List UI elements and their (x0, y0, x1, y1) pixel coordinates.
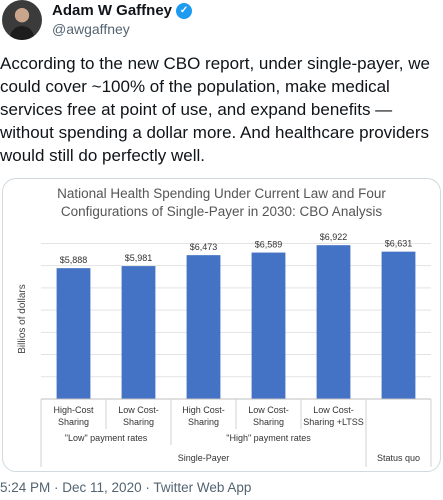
bar-value-label: $6,631 (385, 239, 413, 249)
tweet-timestamp[interactable]: 5:24 PM · Dec 11, 2020 · Twitter Web App (0, 480, 252, 495)
group-label: "Low" payment rates (65, 433, 148, 443)
bar (316, 245, 351, 399)
category-label: High-Cost (53, 405, 94, 415)
chart-title-line1: National Health Spending Under Current L… (57, 186, 386, 201)
bar (186, 255, 221, 399)
category-label: Low Cost- (313, 405, 354, 415)
author-handle[interactable]: @awgaffney (52, 21, 130, 37)
bar (381, 251, 416, 399)
bar (121, 266, 156, 399)
category-label: Sharing +LTSS (303, 417, 364, 427)
bar-value-label: $6,473 (190, 242, 218, 252)
chart-title: National Health Spending Under Current L… (3, 185, 440, 221)
group-label: Single-Payer (178, 453, 230, 463)
author-row: Adam W Gaffney ✓ (52, 2, 193, 19)
y-axis-label: Billios of dollars (17, 284, 28, 353)
bar-value-label: $6,589 (255, 240, 283, 250)
bar-chart: Billios of dollars $5,888 $5,981 $6,473 $6,5… (17, 232, 432, 467)
category-label: Sharing (123, 417, 154, 427)
group-label: "High" payment rates (226, 433, 311, 443)
bar-value-label: $5,981 (125, 253, 153, 263)
tweet-header: Adam W Gaffney ✓ @awgaffney (0, 0, 443, 40)
chart-title-line2: Configurations of Single-Payer in 2030: … (60, 204, 383, 219)
category-label: Low Cost- (118, 405, 159, 415)
category-label: Low Cost- (248, 405, 289, 415)
category-label: Sharing (253, 417, 284, 427)
bar-value-label: $5,888 (60, 255, 88, 265)
category-label: Sharing (58, 417, 89, 427)
tweet-text: According to the new CBO report, under s… (0, 54, 430, 165)
group-label: Status quo (377, 453, 420, 463)
category-label: High Cost- (182, 405, 225, 415)
category-label: Sharing (188, 417, 219, 427)
bar (251, 252, 286, 399)
chart-card[interactable]: National Health Spending Under Current L… (2, 178, 441, 472)
avatar[interactable] (2, 0, 42, 40)
verified-badge-icon: ✓ (176, 2, 193, 19)
author-name[interactable]: Adam W Gaffney (52, 2, 173, 19)
bar (56, 268, 91, 399)
bar-value-label: $6,922 (320, 232, 348, 242)
